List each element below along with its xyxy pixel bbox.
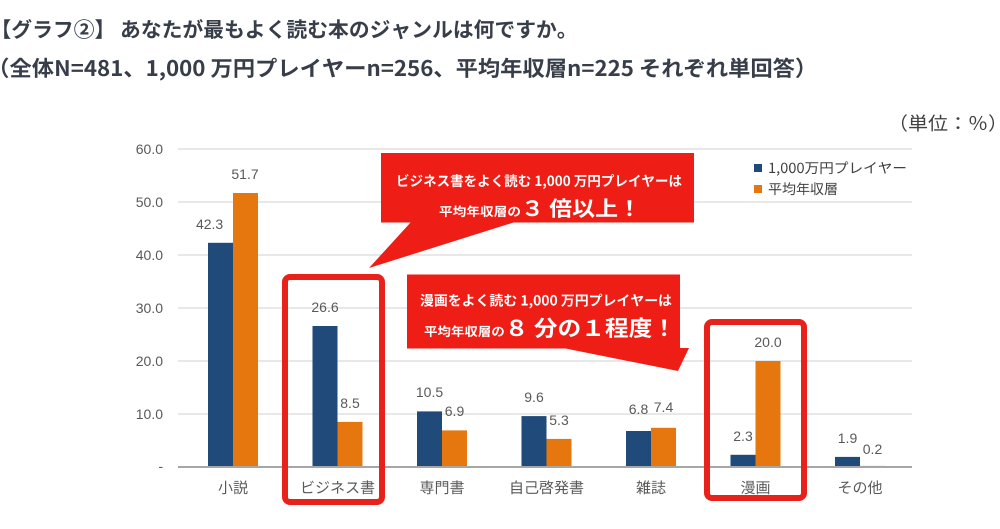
- svg-text:5.3: 5.3: [549, 412, 569, 428]
- svg-text:6.8: 6.8: [629, 401, 649, 417]
- svg-text:26.6: 26.6: [311, 299, 338, 315]
- svg-text:30.0: 30.0: [136, 300, 163, 316]
- svg-text:7.4: 7.4: [654, 399, 674, 415]
- svg-text:10.0: 10.0: [136, 406, 163, 422]
- svg-text:20.0: 20.0: [754, 334, 781, 350]
- svg-text:9.6: 9.6: [524, 389, 544, 405]
- svg-text:6.9: 6.9: [445, 403, 465, 419]
- svg-text:51.7: 51.7: [231, 166, 258, 182]
- svg-text:2.3: 2.3: [733, 428, 753, 444]
- svg-text:1.9: 1.9: [838, 430, 858, 446]
- svg-text:0.2: 0.2: [863, 441, 883, 457]
- svg-text:42.3: 42.3: [196, 216, 223, 232]
- svg-text:-: -: [158, 458, 163, 474]
- svg-text:10.5: 10.5: [416, 384, 443, 400]
- svg-text:40.0: 40.0: [136, 247, 163, 263]
- svg-text:60.0: 60.0: [136, 141, 163, 157]
- svg-text:50.0: 50.0: [136, 194, 163, 210]
- svg-text:20.0: 20.0: [136, 353, 163, 369]
- svg-text:8.5: 8.5: [340, 395, 360, 411]
